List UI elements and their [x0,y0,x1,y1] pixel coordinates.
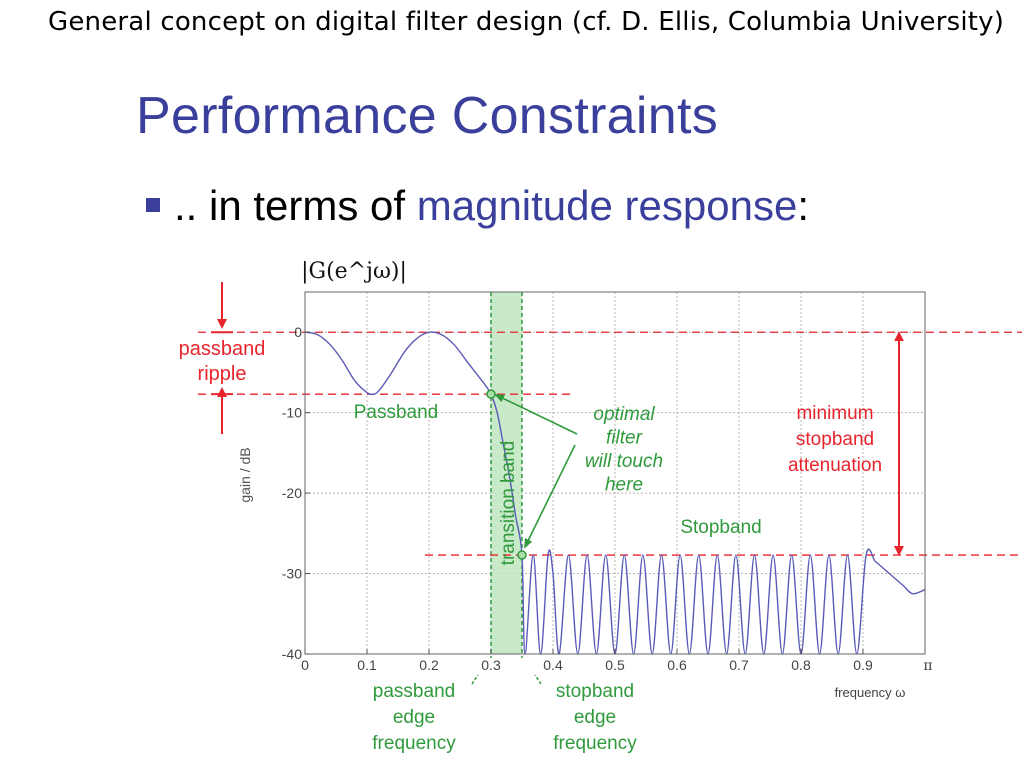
x-tick-label: π [923,658,932,674]
x-tick-label: 0.7 [729,657,749,673]
passband-ripple-label: ripple [198,363,247,385]
x-tick-label: 0.5 [605,657,625,673]
stopband-edge-tick [534,674,542,685]
bullet-suffix: : [797,182,809,229]
stopband-edge-frequency-label: edge [574,707,616,728]
optimal-filter-label: optimal [593,404,655,425]
bullet-square-icon [146,197,160,212]
chart-title: |G(e^jω)| [301,259,407,284]
y-tick-label: -10 [282,405,302,421]
caption: General concept on digital filter design… [48,7,1005,37]
x-axis-label: frequency ω [835,685,906,700]
stopband-edge-frequency-label: stopband [556,681,634,702]
transition-band-shade [491,292,522,654]
slide-title: Performance Constraints [136,87,719,145]
transition-band-label: transition band [498,441,519,566]
magnitude-response-line [304,331,926,655]
y-tick-label: -40 [282,646,302,662]
passband-ripple-label: passband [179,338,266,360]
bullet-prefix: .. in terms of [174,182,417,229]
y-tick-label: -20 [282,485,302,501]
y-tick-label: -30 [282,566,302,582]
x-tick-label: 0.8 [791,657,811,673]
stopband-edge-frequency-label: frequency [553,733,637,754]
min-stopband-attenuation-label: attenuation [788,455,882,476]
x-tick-label: 0 [301,657,309,673]
optimal-filter-label: here [605,475,643,496]
min-stopband-attenuation-label: minimum [796,403,873,424]
stopband-label: Stopband [680,517,761,538]
x-tick-label: 0.9 [853,657,873,673]
x-tick-label: 0.6 [667,657,687,673]
y-axis-label: gain / dB [237,447,253,502]
optimal-arrow-passband [494,394,578,435]
passband-edge-tick [471,674,479,685]
passband-edge-frequency-label: passband [373,681,455,702]
passband-edge-frequency-label: frequency [372,733,456,754]
optimal-filter-label: filter [606,428,643,449]
x-tick-label: 0.2 [419,657,439,673]
min-stopband-attenuation-label: stopband [796,429,874,450]
bullet-line: .. in terms of magnitude response: [146,182,809,230]
passband-edge-frequency-label: edge [393,707,435,728]
x-tick-label: 0.4 [543,657,563,673]
y-tick-label: 0 [294,324,302,340]
x-tick-label: 0.3 [481,657,501,673]
passband-edge-point [486,389,496,399]
stopband-edge-point [517,550,527,560]
optimal-arrow-stopband [524,444,576,549]
x-tick-label: 0.1 [357,657,377,673]
bullet-highlight: magnitude response [416,182,798,229]
passband-label: Passband [354,402,439,423]
optimal-filter-label: will touch [585,451,663,472]
